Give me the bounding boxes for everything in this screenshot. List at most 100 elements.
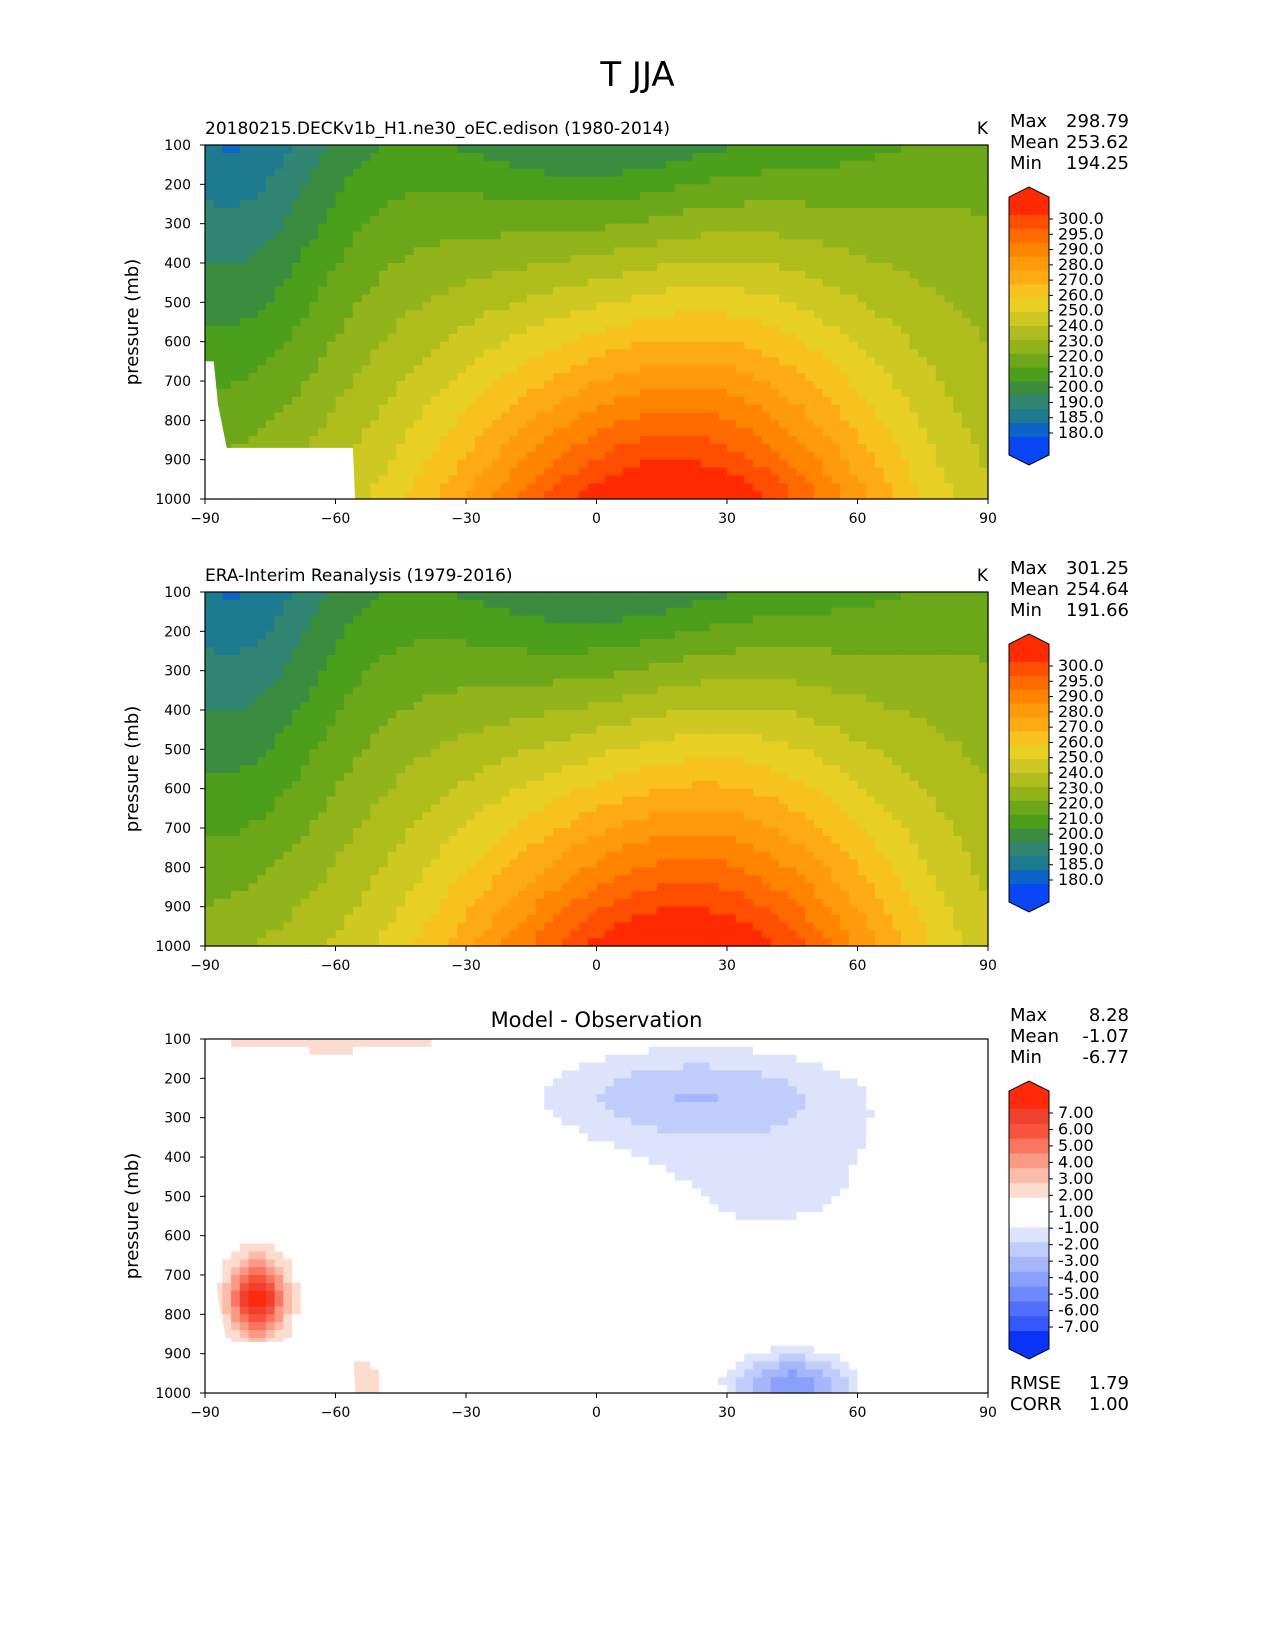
field-cell: [422, 302, 432, 311]
field-cell: [822, 278, 832, 288]
field-cell: [613, 483, 624, 492]
field-cell: [326, 215, 337, 225]
field-cell: [466, 396, 476, 406]
field-cell: [500, 475, 511, 484]
field-cell: [239, 341, 250, 351]
field-cell: [518, 310, 528, 319]
field-cell: [326, 420, 337, 429]
field-cell: [814, 239, 824, 248]
field-cell: [718, 200, 728, 209]
field-cell: [509, 318, 519, 327]
field-cell: [935, 239, 946, 248]
field-cell: [292, 875, 302, 884]
field-cell: [231, 294, 241, 303]
field-cell: [231, 647, 241, 656]
field-cell: [205, 247, 215, 256]
field-cell: [857, 184, 867, 193]
field-cell: [265, 396, 276, 406]
field-cell: [579, 176, 589, 185]
field-cell: [727, 207, 737, 217]
field-cell: [422, 341, 432, 351]
field-cell: [352, 717, 363, 727]
field-cell: [361, 733, 371, 743]
field-cell: [640, 388, 650, 398]
field-cell: [544, 381, 554, 390]
field-cell: [257, 420, 267, 429]
field-cell: [265, 914, 276, 923]
field-cell: [474, 475, 484, 484]
field-cell: [300, 725, 310, 735]
field-cell: [787, 270, 798, 280]
field-cell: [718, 333, 728, 343]
field-cell: [805, 404, 815, 414]
field-cell: [709, 302, 719, 311]
field-cell: [874, 231, 885, 240]
field-cell: [274, 270, 284, 280]
field-cell: [874, 263, 885, 272]
field-cell: [666, 223, 676, 233]
field-cell: [927, 443, 937, 453]
field-cell: [518, 483, 528, 492]
field-cell: [648, 176, 658, 185]
field-cell: [622, 160, 632, 170]
field-cell: [848, 341, 859, 351]
field-cell: [727, 294, 737, 303]
field-cell: [352, 647, 363, 656]
field-cell: [587, 325, 598, 335]
field-cell: [944, 239, 954, 248]
field-cell: [553, 428, 563, 437]
field-cell: [422, 270, 432, 280]
field-cell: [544, 404, 554, 414]
field-cell: [474, 223, 484, 233]
field-cell: [700, 255, 711, 264]
field-cell: [352, 922, 363, 931]
field-cell: [709, 239, 719, 248]
field-cell: [901, 467, 911, 476]
field-cell: [492, 302, 502, 311]
field-cell: [239, 615, 250, 625]
field-cell: [283, 631, 293, 640]
field-cell: [735, 223, 745, 233]
colorbar-label: 240.0: [1058, 316, 1104, 335]
field-cell: [222, 702, 232, 711]
field-cell: [283, 365, 293, 374]
field-cell: [961, 152, 972, 162]
field-cell: [265, 686, 276, 695]
field-cell: [796, 200, 806, 209]
field-cell: [553, 184, 563, 193]
field-cell: [265, 357, 276, 366]
field-cell: [692, 207, 702, 217]
field-cell: [292, 647, 302, 656]
field-cell: [222, 373, 232, 382]
field-cell: [631, 388, 641, 398]
field-cell: [570, 176, 580, 185]
field-cell: [213, 294, 223, 303]
field-cell: [239, 192, 250, 201]
field-cell: [448, 302, 458, 311]
field-cell: [918, 388, 928, 398]
field-cell: [587, 357, 598, 366]
field-cell: [718, 168, 728, 178]
field-cell: [535, 223, 545, 233]
field-cell: [970, 436, 980, 445]
field-cell: [553, 412, 563, 421]
field-cell: [909, 278, 919, 288]
field-cell: [213, 647, 223, 656]
field-cell: [744, 459, 754, 469]
field-cell: [918, 160, 928, 170]
field-cell: [318, 851, 328, 861]
field-cell: [553, 145, 563, 154]
field-cell: [831, 388, 841, 398]
field-cell: [361, 286, 371, 296]
field-cell: [927, 223, 937, 233]
field-cell: [814, 357, 824, 366]
field-cell: [761, 396, 772, 406]
field-cell: [526, 192, 537, 201]
field-cell: [448, 325, 458, 335]
field-cell: [231, 263, 241, 272]
field-cell: [239, 239, 250, 248]
field-cell: [335, 898, 345, 908]
field-cell: [640, 145, 650, 154]
field-cell: [970, 325, 980, 335]
field-cell: [857, 145, 867, 154]
